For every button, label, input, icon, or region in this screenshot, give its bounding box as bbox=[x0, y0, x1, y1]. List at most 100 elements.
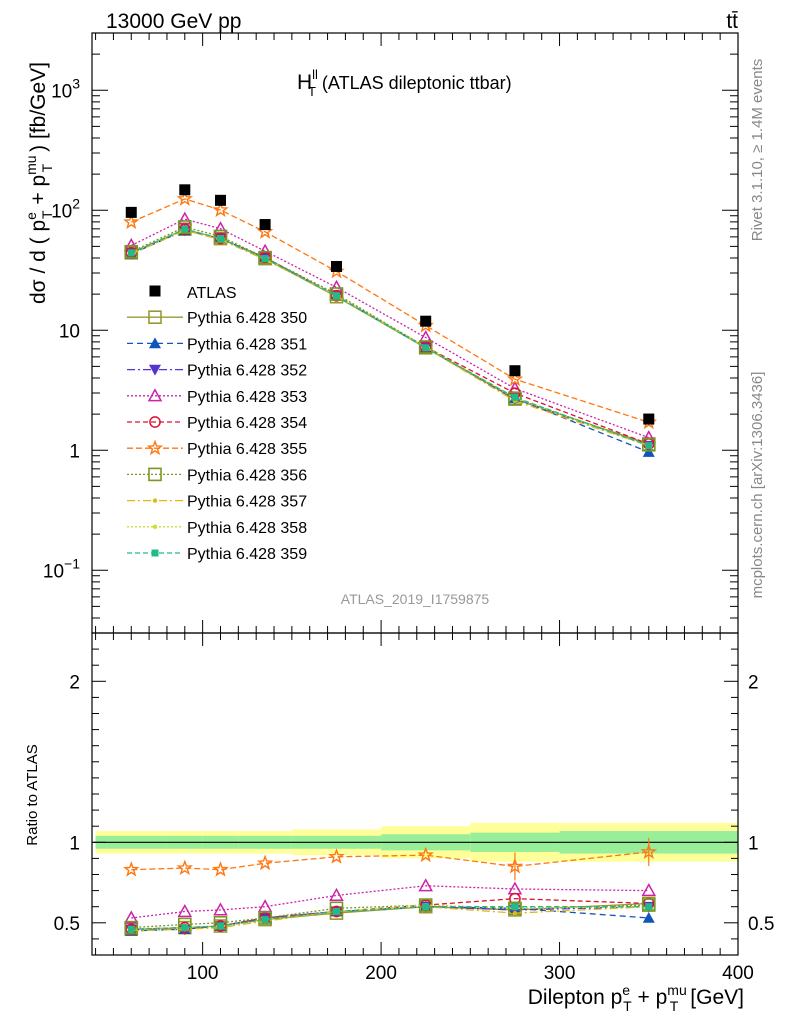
series-line bbox=[130, 228, 649, 447]
y-label-sup-mu: mu bbox=[23, 155, 39, 174]
series-ratio-point bbox=[642, 911, 655, 923]
legend-label: Pythia 6.428 357 bbox=[187, 494, 307, 511]
series-ratio-point bbox=[332, 908, 340, 916]
series-point bbox=[511, 393, 519, 401]
series-9-ratio bbox=[127, 903, 653, 933]
series-point bbox=[419, 341, 432, 353]
series-6-ratio bbox=[124, 898, 656, 935]
series-line bbox=[131, 198, 649, 423]
series-ratio-point bbox=[422, 903, 430, 911]
atlas-data-point bbox=[643, 413, 655, 425]
series-line bbox=[130, 229, 649, 447]
y-label-main: dσ / d ( p bbox=[27, 220, 50, 304]
x-tick-label: 200 bbox=[365, 963, 397, 984]
series-ratio-point bbox=[258, 911, 272, 925]
top-y-tick-label: 1 bbox=[69, 441, 80, 462]
y-label-plus: + p bbox=[27, 175, 50, 211]
series-point bbox=[177, 211, 193, 225]
x-tick-label: 300 bbox=[544, 963, 576, 984]
series-ratio-point bbox=[256, 854, 274, 871]
legend-marker bbox=[149, 364, 161, 376]
top-y-axis-label: dσ / d ( peT + pmuT) [fb/GeV] bbox=[23, 62, 55, 304]
x-label-plus: + p bbox=[632, 986, 668, 1009]
series-ratio-line bbox=[131, 885, 649, 919]
x-tick-label: 400 bbox=[722, 963, 754, 984]
legend-marker bbox=[147, 388, 163, 402]
ratio-y-tick-label-left: 2 bbox=[69, 672, 80, 693]
series-ratio-line bbox=[131, 897, 649, 930]
header-energy-label: 13000 GeV pp bbox=[106, 10, 241, 33]
atlas-data-point bbox=[179, 184, 191, 196]
y-label-unit: ) [fb/GeV] bbox=[27, 62, 50, 152]
x-axis-label: Dilepton pe T + pmu T [GeV] bbox=[528, 982, 744, 1014]
series-ratio-point bbox=[213, 902, 228, 916]
series-ratio-point bbox=[212, 861, 229, 877]
series-point bbox=[329, 287, 344, 301]
series-ratio-point bbox=[257, 899, 273, 913]
x-label-main: Dilepton p bbox=[528, 986, 623, 1009]
legend-marker bbox=[148, 467, 162, 482]
series-ratio-point bbox=[216, 922, 224, 930]
rivet-version-label: Rivet 3.1.10, ≥ 1.4M events bbox=[749, 59, 766, 242]
top-y-tick-label: 102 bbox=[51, 195, 80, 222]
series-ratio-point bbox=[645, 903, 653, 911]
series-ratio-point bbox=[418, 878, 433, 892]
series-ratio-point bbox=[329, 887, 344, 901]
title-subscript: T bbox=[308, 84, 316, 99]
y-label-sup-e: e bbox=[23, 212, 39, 220]
series-ratio-point bbox=[511, 903, 519, 911]
x-label-unit: [GeV] bbox=[690, 986, 744, 1009]
title-superscript: ll bbox=[312, 67, 318, 82]
series-point bbox=[176, 190, 194, 206]
series-point bbox=[127, 249, 135, 257]
series-point bbox=[259, 251, 271, 264]
legend-marker bbox=[152, 498, 158, 503]
x-label-sup-mu: mu bbox=[667, 982, 686, 998]
legend-marker bbox=[149, 337, 161, 349]
y-label-sub-t1: T bbox=[39, 210, 55, 219]
series-ratio-point bbox=[127, 925, 135, 933]
legend-marker bbox=[152, 524, 158, 529]
atlas-data-point bbox=[420, 315, 432, 327]
series-ratio-line bbox=[131, 904, 649, 929]
series-ratio-point bbox=[177, 903, 193, 918]
series-6-top bbox=[124, 220, 656, 452]
legend-label: Pythia 6.428 352 bbox=[187, 363, 307, 380]
legend-label: Pythia 6.428 359 bbox=[187, 546, 307, 563]
plot-title: Hll T (ATLAS dileptonic ttbar) bbox=[297, 67, 512, 99]
top-y-tick-label: 10−1 bbox=[43, 555, 80, 582]
series-ratio-line bbox=[131, 906, 649, 930]
series-9-top bbox=[127, 225, 653, 450]
ratio-y-tick-label-right: 2 bbox=[748, 672, 759, 693]
ratio-y-axis-label: Ratio to ATLAS bbox=[24, 744, 41, 845]
main-plot-panel: 10−1 1 10 102 103 bbox=[43, 32, 739, 955]
mcplots-credit-label: mcplots.cern.ch [arXiv:1306.3436] bbox=[749, 372, 766, 599]
legend-label: Pythia 6.428 358 bbox=[187, 520, 307, 537]
series-ratio-line bbox=[131, 851, 649, 871]
series-point bbox=[177, 220, 192, 234]
series-point bbox=[641, 438, 656, 452]
series-ratio-point bbox=[512, 910, 518, 916]
top-plot-frame bbox=[91, 32, 739, 634]
series-point bbox=[123, 213, 140, 230]
analysis-id-label: ATLAS_2019_I1759875 bbox=[341, 591, 490, 607]
series-ratio-point bbox=[641, 898, 656, 912]
series-ratio-point bbox=[261, 916, 269, 924]
x-label-sub-t2: T bbox=[670, 998, 679, 1014]
ratio-y-tick-label-right: 1 bbox=[748, 833, 759, 854]
series-point bbox=[645, 442, 653, 450]
series-ratio-point bbox=[417, 846, 434, 863]
atlas-data-point bbox=[125, 206, 137, 218]
series-ratio-line bbox=[131, 906, 649, 932]
header-process-label: tt̄ bbox=[726, 10, 738, 33]
series-3-ratio bbox=[123, 878, 657, 924]
series-point bbox=[332, 292, 340, 300]
legend-marker bbox=[146, 439, 164, 456]
atlas-data-points bbox=[125, 184, 655, 425]
legend-marker-atlas bbox=[149, 285, 161, 297]
y-label-sub-t2: T bbox=[39, 163, 55, 172]
series-point bbox=[508, 391, 522, 406]
legend-label: Pythia 6.428 351 bbox=[187, 336, 307, 353]
legend-marker bbox=[151, 549, 159, 557]
legend-label: Pythia 6.428 350 bbox=[187, 310, 307, 327]
